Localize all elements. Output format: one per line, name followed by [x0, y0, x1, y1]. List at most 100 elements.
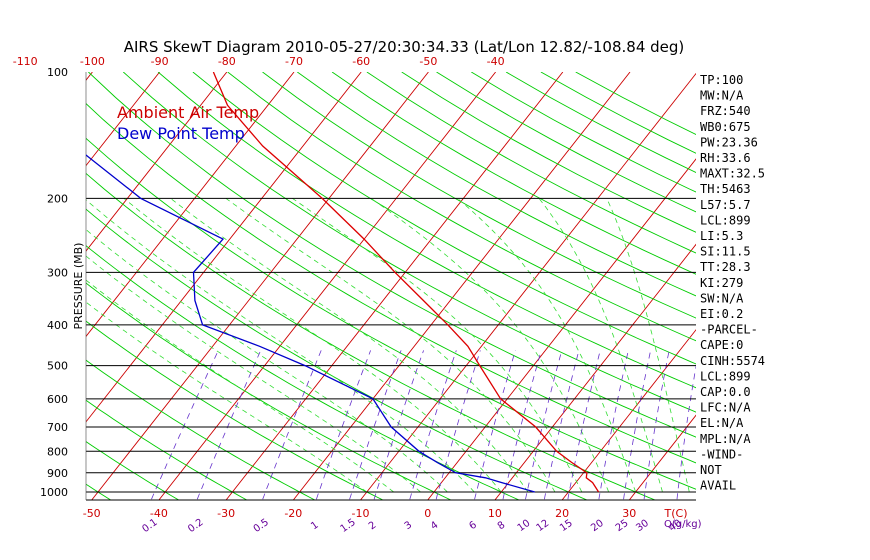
dry-adiabat-line — [86, 441, 179, 500]
dry-adiabat-line — [262, 72, 696, 319]
x-tick-bottom-label: 30 — [622, 507, 636, 520]
index-item: EI:0.2 — [700, 307, 743, 321]
moist-adiabat-line — [86, 255, 421, 493]
index-item: WB0:675 — [700, 120, 751, 134]
moist-adiabat-line — [86, 199, 475, 493]
x-tick-top-label: -80 — [218, 55, 236, 68]
dry-adiabat-line — [366, 72, 696, 254]
series-layer — [86, 72, 600, 493]
dry-adiabat-line — [86, 245, 520, 500]
index-item: SW:N/A — [700, 291, 744, 305]
mixing-ratio-label: 1 — [309, 520, 321, 533]
index-item: -WIND- — [700, 447, 743, 461]
x-tick-top-label: -60 — [352, 55, 370, 68]
isotherm-line — [427, 158, 696, 500]
x-tick-bottom-label: 10 — [488, 507, 502, 520]
y-tick-label: 100 — [47, 66, 68, 79]
x-tick-top-label: -70 — [285, 55, 303, 68]
mixing-ratio-line — [316, 350, 371, 500]
index-item: TP:100 — [700, 73, 743, 87]
x-tick-bottom-label: 0 — [424, 507, 431, 520]
dry-adiabat-line — [86, 137, 696, 490]
y-tick-label: 600 — [47, 393, 68, 406]
index-item: MW:N/A — [700, 89, 744, 103]
dry-adiabat-line — [192, 72, 696, 365]
moist-adiabat-line — [86, 229, 448, 493]
index-item: LFC:N/A — [700, 401, 751, 415]
y-axis-label: PRESSURE (MB) — [72, 243, 85, 330]
isobar-layer — [85, 72, 696, 501]
index-item: EL:N/A — [700, 416, 744, 430]
x-tick-top-label: -100 — [80, 55, 105, 68]
chart-title: AIRS SkewT Diagram 2010-05-27/20:30:34.3… — [124, 38, 685, 56]
index-item: CAP:0.0 — [700, 385, 751, 399]
dry-adiabat-line — [86, 399, 248, 500]
dry-adiabat-line — [331, 72, 696, 275]
y-tick-label: 200 — [47, 192, 68, 205]
dry-adiabat-line — [86, 208, 588, 500]
mixing-ratio-line — [623, 350, 651, 500]
x-tick-bottom-label: -30 — [217, 507, 235, 520]
x-unit-label: T(C) — [664, 507, 688, 520]
x-tick-bottom-label: -40 — [150, 507, 168, 520]
x-tick-bottom-label: 20 — [555, 507, 569, 520]
isotherm-line — [86, 72, 295, 338]
dry-adiabat-line — [86, 359, 316, 500]
isotherm-line — [292, 72, 631, 500]
isotherm-line — [86, 72, 362, 423]
legend-dew-point: Dew Point Temp — [117, 124, 245, 143]
isotherm-line — [91, 72, 429, 500]
mixing-unit-label: Q(g/kg) — [664, 519, 702, 530]
index-item: RH:33.6 — [700, 151, 751, 165]
mixing-ratio-label: 3 — [403, 520, 415, 533]
mixing-ratio-label: 6 — [467, 520, 479, 533]
index-item: LCL:899 — [700, 213, 751, 227]
index-item: TT:28.3 — [700, 260, 751, 274]
mixing-ratio-label: 4 — [429, 520, 441, 533]
mixing-ratio-line — [151, 350, 219, 500]
moist-adiabat-line — [86, 301, 368, 493]
x-tick-top-label: -110 — [13, 55, 38, 68]
mixing-ratio-label: 2 — [367, 520, 379, 533]
index-item: TH:5463 — [700, 182, 751, 196]
mixing-ratio-label: 8 — [496, 520, 508, 533]
mixing-ratio-line — [676, 364, 696, 500]
y-tick-label: 800 — [47, 445, 68, 458]
index-item: CAPE:0 — [700, 338, 743, 352]
y-tick-label: 300 — [47, 266, 68, 279]
index-item: PW:23.36 — [700, 135, 758, 149]
index-item: MAXT:32.5 — [700, 167, 765, 181]
dry-adiabat-line — [297, 72, 696, 297]
index-item: LI:5.3 — [700, 229, 743, 243]
isotherm-line — [494, 243, 696, 500]
isotherm-line — [628, 414, 696, 500]
isotherm-line — [86, 72, 228, 252]
legend-air-temp: Ambient Air Temp — [117, 103, 259, 122]
index-item: SI:11.5 — [700, 245, 751, 259]
mixing-ratio-line — [262, 350, 322, 500]
dry-adiabat-line — [123, 72, 696, 413]
mixing-ratio-line — [598, 350, 629, 500]
dry-adiabat-line — [88, 72, 696, 438]
grid-layer — [86, 72, 696, 500]
isotherm-line — [86, 72, 160, 167]
index-item: FRZ:540 — [700, 104, 751, 118]
dry-adiabat-line — [86, 172, 656, 500]
isotherm-line — [158, 72, 496, 500]
mixing-ratio-line — [643, 350, 670, 500]
isotherm-line — [561, 329, 696, 500]
mixing-ratio-line — [567, 350, 601, 500]
dew-point-line — [86, 154, 535, 493]
index-item: MPL:N/A — [700, 432, 751, 446]
isotherm-line — [360, 72, 696, 500]
x-tick-top-label: -90 — [151, 55, 169, 68]
dry-adiabat-line — [157, 72, 696, 389]
moist-adiabat-line — [225, 198, 556, 493]
y-tick-label: 500 — [47, 360, 68, 373]
x-tick-top-label: -50 — [419, 55, 437, 68]
moist-adiabat-line — [538, 198, 663, 493]
index-item: L57:5.7 — [700, 198, 751, 212]
index-item: AVAIL — [700, 479, 736, 493]
